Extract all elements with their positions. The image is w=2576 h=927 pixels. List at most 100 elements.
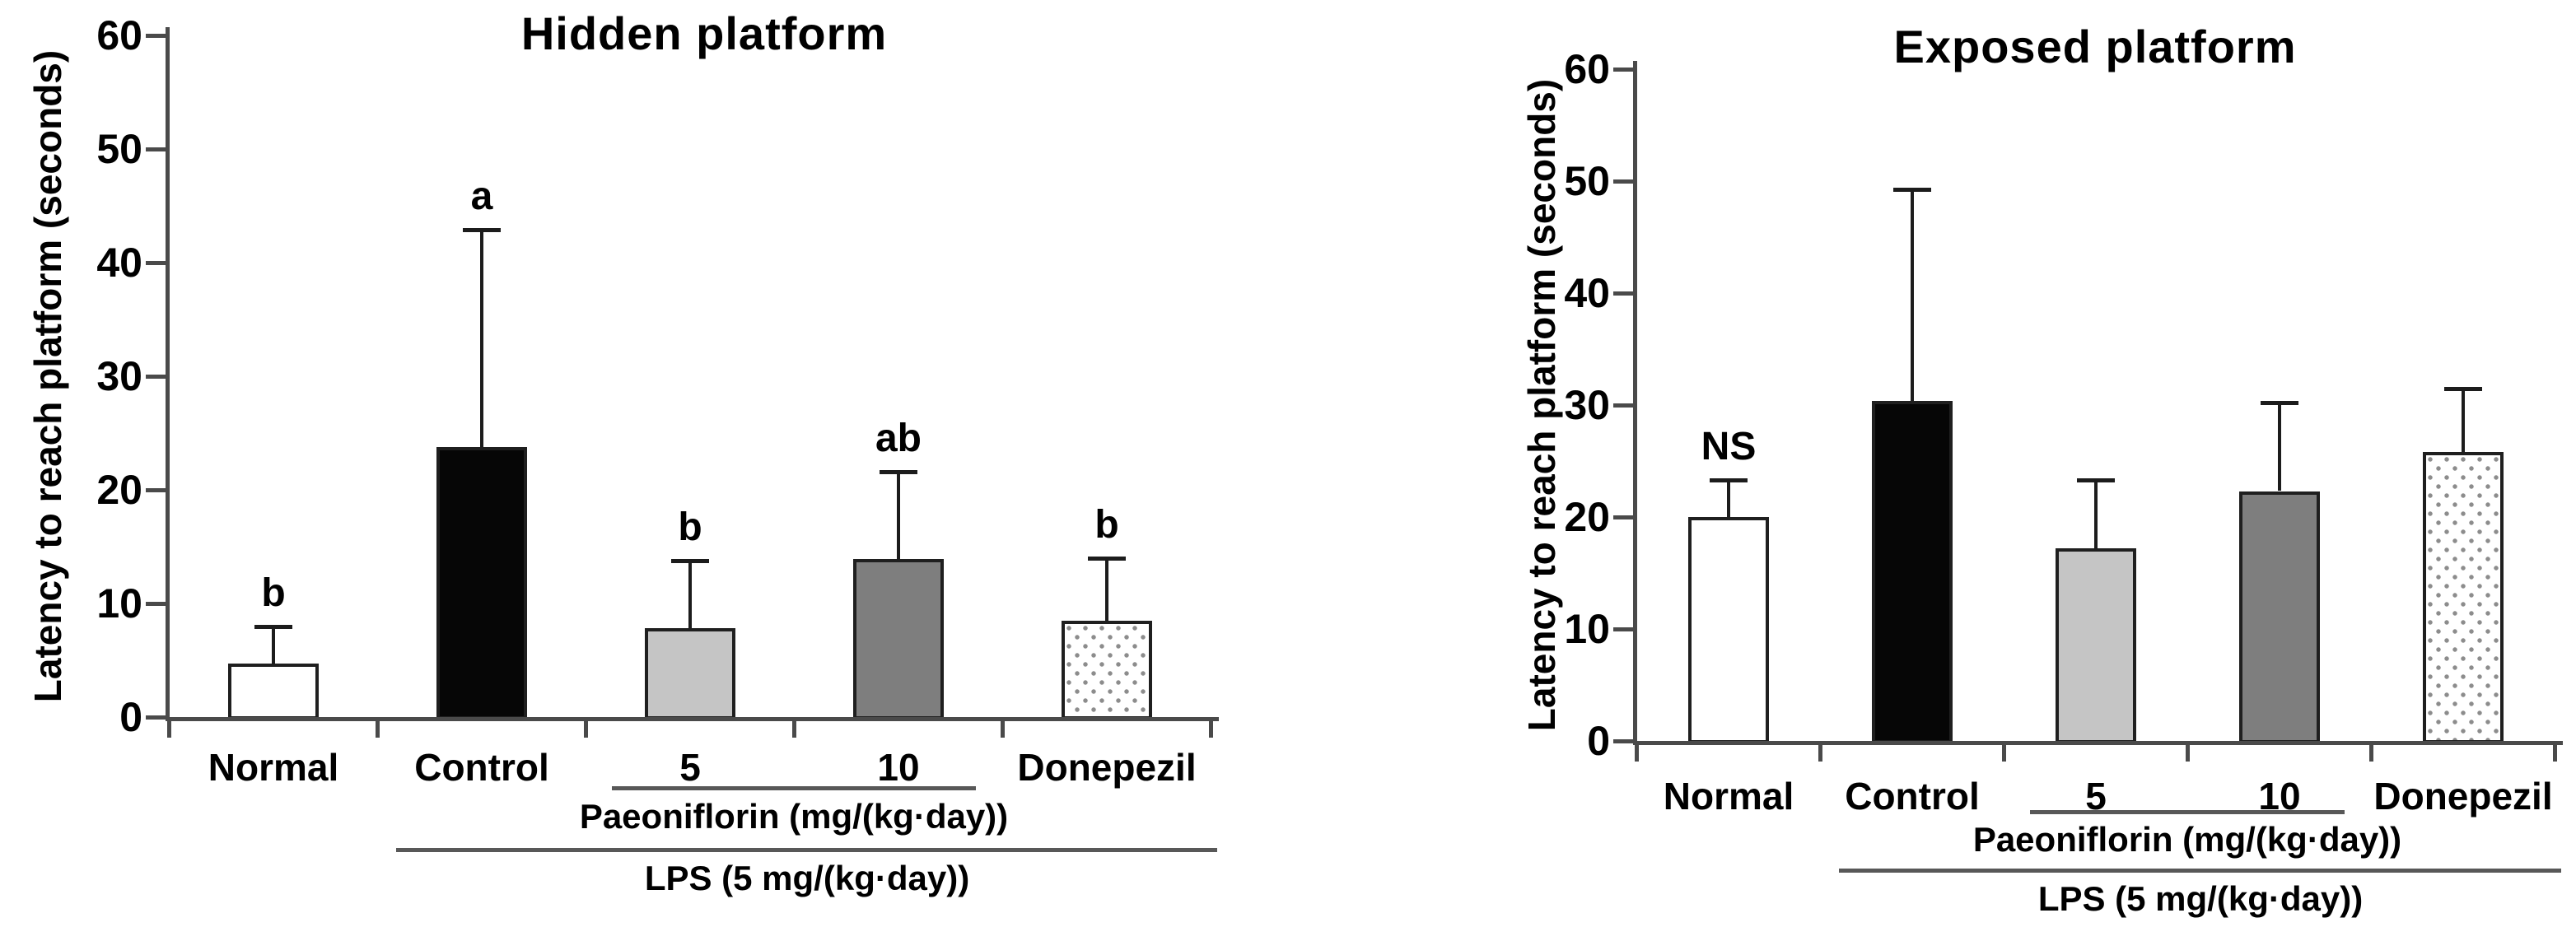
error-bar-cap (2261, 401, 2298, 405)
y-tick (146, 715, 167, 720)
y-tick-label: 0 (1587, 718, 1610, 764)
y-tick (146, 602, 167, 606)
category-label: 10 (877, 746, 920, 789)
x-tick (2186, 745, 2190, 762)
x-tick (584, 721, 588, 738)
y-tick-label: 20 (96, 467, 142, 513)
y-tick (1613, 627, 1635, 631)
error-bar-line (1911, 189, 1914, 401)
y-tick-label: 10 (1564, 606, 1610, 652)
x-tick (167, 721, 171, 738)
error-bar-line (2462, 389, 2465, 453)
y-tick (146, 147, 167, 151)
y-tick-label: 10 (96, 580, 142, 627)
error-bar-line (2278, 403, 2281, 491)
chart-title: Exposed platform (1893, 21, 2297, 72)
error-bar-line (688, 561, 692, 629)
category-label: Donepezil (1017, 746, 1197, 789)
y-tick (1613, 403, 1635, 408)
group-annotation-label: LPS (5 mg/(kg·day)) (644, 859, 970, 897)
x-tick (1635, 745, 1639, 762)
bar-10 (2239, 491, 2320, 743)
y-tick (1613, 179, 1635, 184)
chart-title: Hidden platform (520, 7, 888, 59)
significance-label: b (678, 505, 702, 549)
y-tick-label: 50 (1564, 158, 1610, 204)
bar-donepezil (1062, 621, 1152, 720)
significance-label: ab (875, 417, 922, 460)
y-axis-line (166, 27, 170, 717)
error-bar-line (2094, 480, 2098, 548)
y-tick-label: 30 (96, 353, 142, 399)
error-bar-cap (254, 625, 292, 629)
y-tick-label: 40 (1564, 270, 1610, 316)
y-tick (1613, 68, 1635, 72)
bar-10 (853, 559, 944, 720)
error-bar-cap (1088, 557, 1126, 561)
y-tick (1613, 291, 1635, 296)
y-tick (146, 375, 167, 379)
error-bar-line (272, 627, 275, 664)
error-bar-cap (880, 470, 917, 474)
y-tick-label: 0 (119, 694, 142, 740)
y-tick-label: 60 (1564, 46, 1610, 92)
error-bar-line (1727, 480, 1730, 517)
x-tick (792, 721, 796, 738)
bar-5 (645, 628, 735, 720)
category-label: Normal (1663, 775, 1794, 818)
error-bar-cap (463, 228, 501, 232)
error-bar-line (1105, 558, 1108, 621)
category-label: Normal (208, 746, 339, 789)
category-label: 5 (679, 746, 701, 789)
y-axis-line (1633, 61, 1637, 741)
y-tick (1613, 739, 1635, 743)
significance-label: b (1094, 503, 1119, 547)
group-annotation-label: LPS (5 mg/(kg·day)) (2037, 879, 2364, 918)
y-tick-label: 40 (96, 240, 142, 286)
group-annotation-label: Paeoniflorin (mg/(kg·day)) (579, 797, 1009, 836)
error-bar-line (897, 472, 900, 559)
group-annotation-line (1839, 869, 2561, 873)
y-tick-label: 30 (1564, 382, 1610, 428)
significance-label: a (470, 175, 493, 218)
bar-5 (2056, 548, 2136, 743)
x-tick (2002, 745, 2006, 762)
significance-label: NS (1701, 425, 1757, 468)
x-tick (1818, 745, 1822, 762)
y-tick (1613, 515, 1635, 519)
x-axis-line (1633, 741, 2563, 745)
error-bar-line (480, 230, 483, 447)
bar-normal (228, 664, 319, 720)
x-tick (2553, 745, 2557, 762)
error-bar-cap (2444, 387, 2482, 391)
x-tick (376, 721, 380, 738)
bar-control (436, 447, 527, 720)
y-tick (146, 34, 167, 38)
bar-control (1872, 401, 1953, 743)
category-label: Control (414, 746, 549, 789)
group-annotation-label: Paeoniflorin (mg/(kg·day)) (1972, 820, 2402, 859)
significance-label: b (261, 571, 286, 615)
y-tick-label: 60 (96, 12, 142, 58)
y-tick-label: 50 (96, 126, 142, 172)
group-annotation-line (612, 786, 976, 790)
x-tick (2369, 745, 2373, 762)
error-bar-cap (2077, 478, 2115, 482)
bar-normal (1688, 517, 1769, 743)
y-tick (146, 261, 167, 265)
error-bar-cap (671, 559, 709, 563)
x-axis-line (166, 717, 1219, 721)
x-tick (1209, 721, 1213, 738)
group-annotation-line (396, 848, 1217, 852)
error-bar-cap (1710, 478, 1748, 482)
y-tick-label: 20 (1564, 494, 1610, 540)
error-bar-cap (1893, 188, 1931, 192)
bar-donepezil (2423, 452, 2504, 743)
x-tick (1001, 721, 1005, 738)
category-label: Control (1845, 775, 1980, 818)
y-tick (146, 488, 167, 492)
group-annotation-line (2030, 810, 2345, 814)
